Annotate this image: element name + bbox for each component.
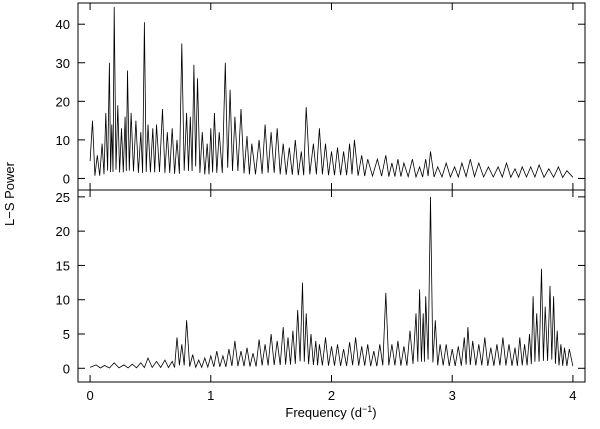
top-y-tick-label: 30 xyxy=(56,56,70,71)
top-y-tick-label: 20 xyxy=(56,94,70,109)
x-tick-label: 4 xyxy=(569,388,576,403)
x-axis-label: Frequency (d−1) xyxy=(285,404,376,420)
top-y-tick-label: 0 xyxy=(63,171,70,186)
bottom-y-tick-label: 15 xyxy=(56,258,70,273)
bottom-y-tick-label: 20 xyxy=(56,224,70,239)
bottom-axis-ticks xyxy=(78,190,585,382)
x-tick-labels: 0 1 2 3 4 xyxy=(86,388,576,403)
bottom-power-series-line xyxy=(89,196,574,369)
top-axis-ticks xyxy=(78,3,585,190)
x-tick-label: 2 xyxy=(328,388,335,403)
bottom-y-tick-label: 25 xyxy=(56,190,70,205)
x-tick-label: 1 xyxy=(207,388,214,403)
bottom-y-tick-labels: 0 5 10 15 20 25 xyxy=(56,190,70,376)
bottom-panel: 0 5 10 15 20 25 xyxy=(56,189,586,383)
top-y-tick-label: 10 xyxy=(56,133,70,148)
top-panel: 0 10 20 30 40 xyxy=(56,2,586,191)
bottom-panel-frame xyxy=(77,189,586,383)
top-y-tick-labels: 0 10 20 30 40 xyxy=(56,17,70,186)
x-tick-label: 0 xyxy=(86,388,93,403)
top-power-series-line xyxy=(89,6,574,179)
x-tick-label: 3 xyxy=(449,388,456,403)
top-y-tick-label: 40 xyxy=(56,17,70,32)
bottom-y-tick-label: 10 xyxy=(56,293,70,308)
bottom-y-tick-label: 0 xyxy=(63,361,70,376)
bottom-y-tick-label: 5 xyxy=(63,327,70,342)
y-axis-label: L−S Power xyxy=(2,161,17,226)
